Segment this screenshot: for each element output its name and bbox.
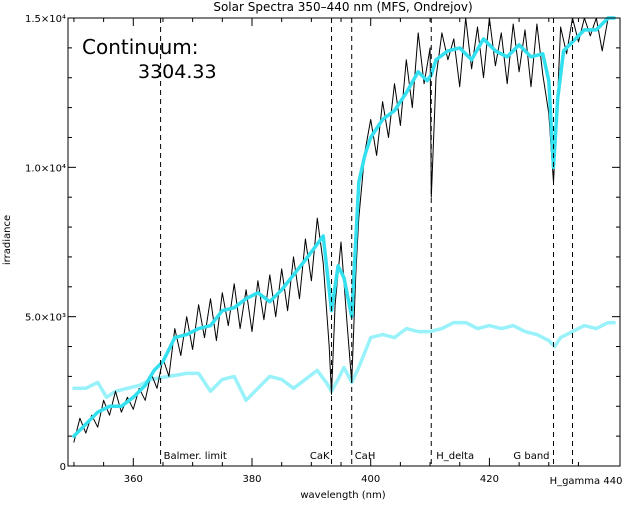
y-axis-label: irradiance — [2, 215, 13, 265]
marker-label-1: Balmer. limit — [164, 451, 227, 462]
continuum-label: Continuum: — [82, 35, 199, 59]
x-tick-label-1: 360 — [124, 474, 143, 485]
plot-frame — [67, 17, 621, 467]
y-tick-label-1: 0 — [60, 462, 66, 473]
x-axis-label: wavelength (nm) — [300, 490, 385, 501]
marker-label-2: CaK — [310, 451, 330, 462]
x-tick-label-3: 400 — [361, 474, 380, 485]
marker-layer: Balmer. limit CaK CaH H_delta G band H_gamma … — [160, 18, 623, 487]
series-line-3 — [72, 320, 616, 403]
marker-label-4: H_delta — [436, 451, 474, 462]
marker-label-5: G band — [513, 451, 549, 462]
y-tick-label-3: 1.0×10⁴ — [25, 163, 66, 174]
marker-label-3: CaH — [355, 451, 376, 462]
series-line-2 — [72, 16, 616, 438]
continuum-value: 3304.33 — [138, 61, 217, 83]
y-tick-label-2: 5.0×10³ — [25, 313, 66, 324]
series-layer — [72, 16, 616, 443]
series-line-1 — [73, 17, 615, 443]
x-tick-label-4: 420 — [480, 474, 499, 485]
chart-title: Solar Spectra 350–440 nm (MFS, Ondrejov) — [213, 0, 472, 14]
axes-layer: 360 380 400 420 0 5.0×10³ 1.0×10⁴ 1.5×10⁴ — [25, 14, 621, 485]
marker-label-6: H_gamma 440 — [550, 476, 623, 487]
x-tick-label-2: 380 — [242, 474, 261, 485]
y-tick-label-4: 1.5×10⁴ — [25, 14, 66, 25]
